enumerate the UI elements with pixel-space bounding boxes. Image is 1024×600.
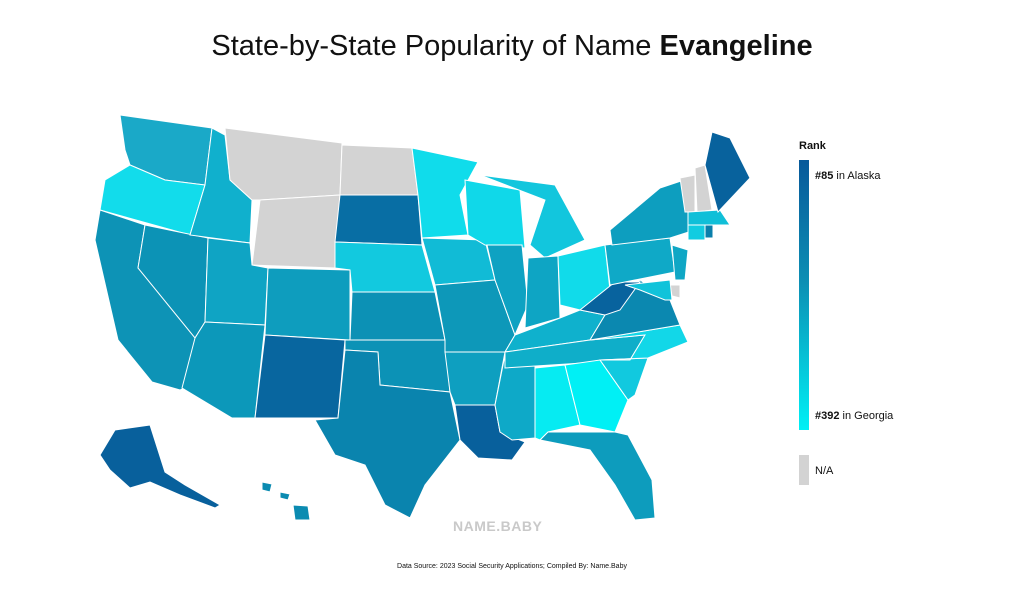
legend-gradient-bar [799,160,809,430]
legend-bottom-state: in Georgia [839,410,894,422]
state-IL[interactable] [486,244,529,337]
title-name: Evangeline [659,30,813,62]
legend-top-state: in Alaska [833,170,881,182]
chart-title: State-by-State Popularity of Name Evange… [0,30,1024,63]
state-CO[interactable] [264,267,351,341]
state-NM[interactable] [254,334,346,419]
legend-title: Rank [799,140,826,152]
legend-na-label: N/A [815,465,834,477]
legend-bottom-rank: #392 [815,410,840,422]
watermark-logo: NAME.BABY [453,518,543,534]
legend-top-rank: #85 [815,170,834,182]
data-source-note: Data Source: 2023 Social Security Applic… [397,563,627,570]
state-NJ[interactable] [671,244,689,281]
state-WY[interactable] [251,194,341,269]
state-IA[interactable] [421,237,496,286]
state-MD[interactable] [624,279,673,301]
state-CT[interactable] [687,224,706,241]
state-RI[interactable] [704,224,714,239]
state-WV[interactable] [578,281,641,316]
state-NC[interactable] [589,324,689,361]
state-SD[interactable] [334,194,423,246]
state-AK[interactable] [99,424,221,509]
state-MA[interactable] [687,209,731,226]
legend-top-label: #85 in Alaska [815,170,880,182]
state-TX[interactable] [314,349,461,519]
state-KS[interactable] [349,291,446,341]
state-ID[interactable] [189,127,253,244]
state-WI[interactable] [464,179,526,249]
state-ME[interactable] [704,131,751,213]
title-prefix: State-by-State Popularity of Name [211,30,660,62]
state-IN[interactable] [524,255,561,329]
state-HI[interactable] [261,481,311,521]
state-ND[interactable] [339,144,419,196]
legend-bottom-label: #392 in Georgia [815,410,893,422]
legend-na-swatch [799,455,809,485]
state-MT[interactable] [224,127,343,201]
state-FL[interactable] [538,431,656,521]
state-AR[interactable] [444,351,506,406]
